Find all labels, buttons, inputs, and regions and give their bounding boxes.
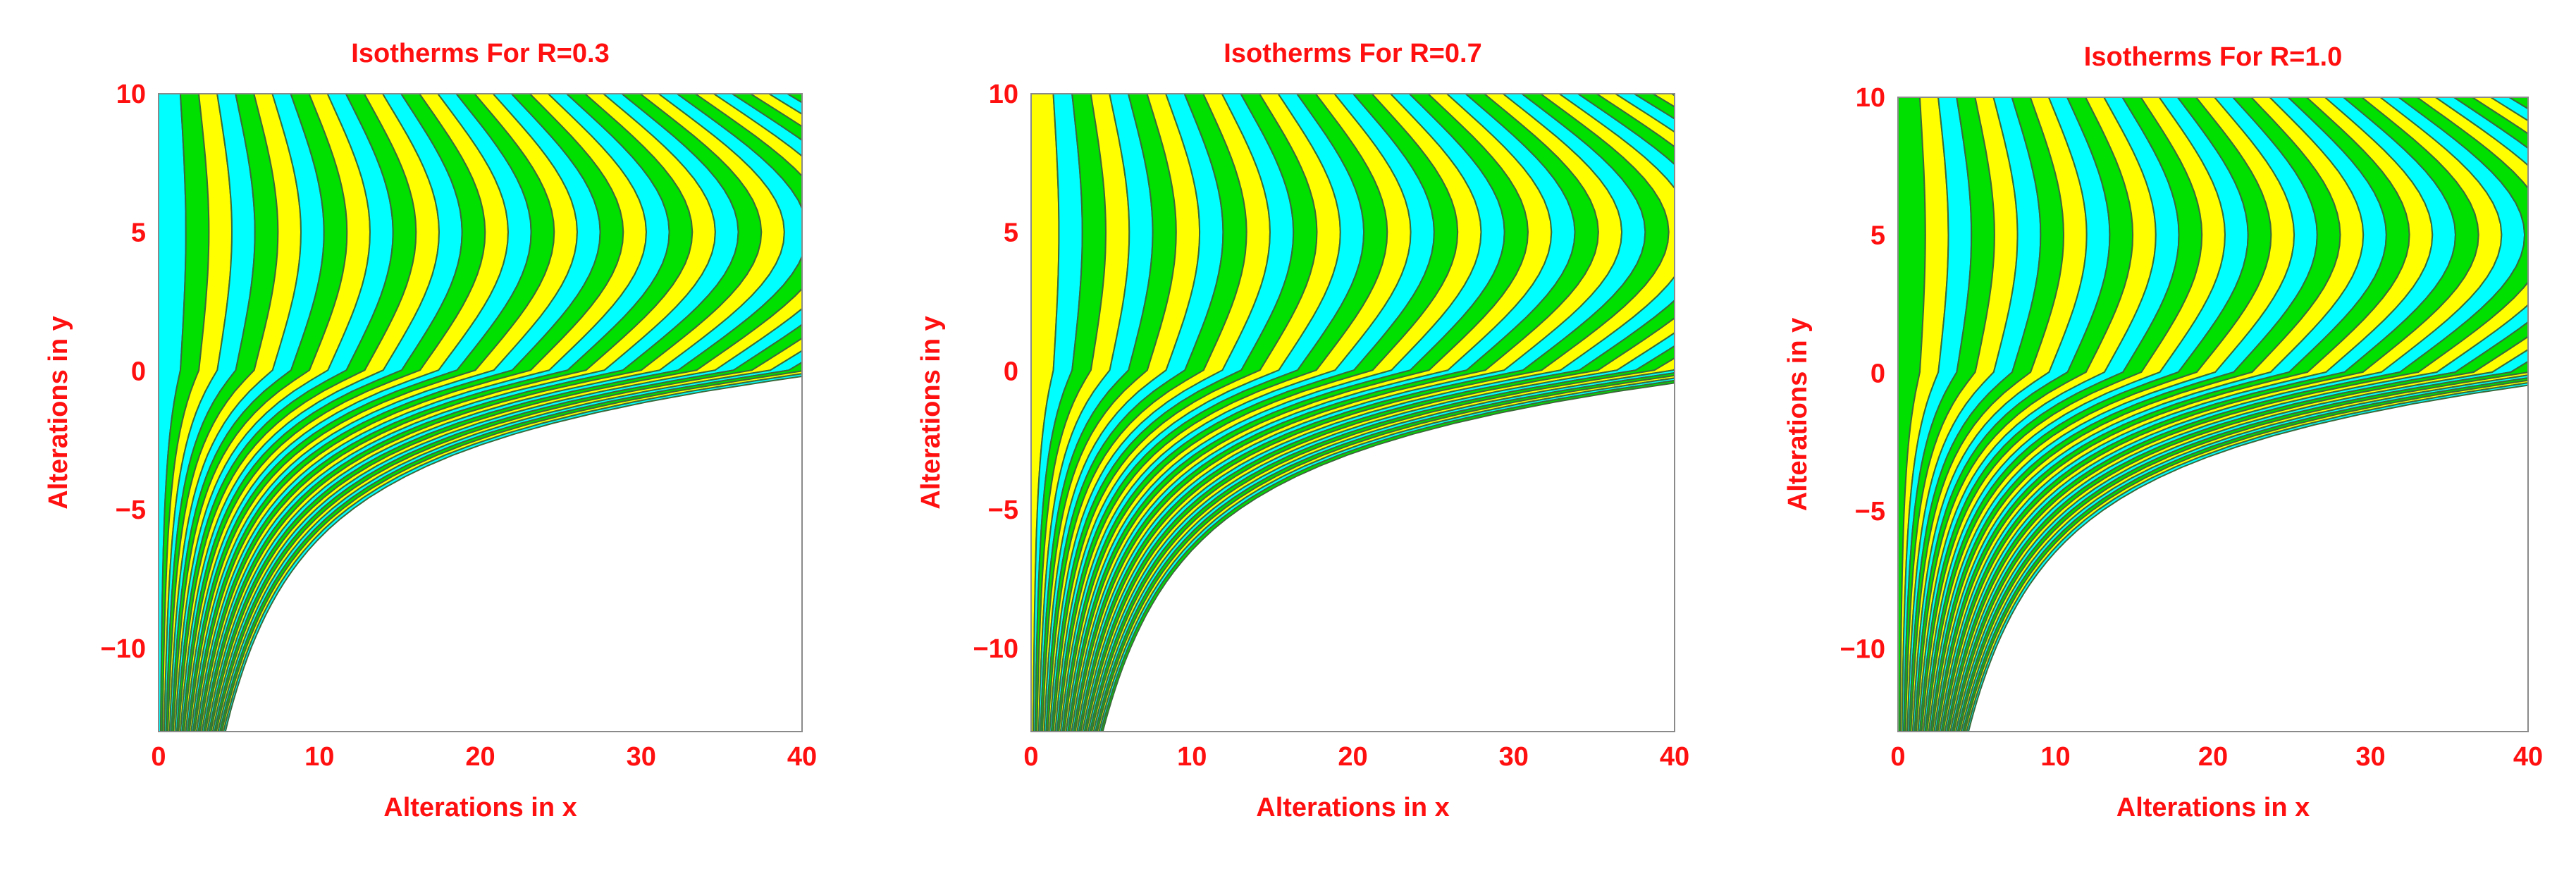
- contour-band: [1947, 97, 2528, 732]
- x-tick-label: 40: [1660, 742, 1689, 772]
- x-tick-label: 30: [2355, 742, 2385, 772]
- x-tick-label: 40: [787, 742, 817, 772]
- x-tick-label: 20: [2198, 742, 2228, 772]
- contour-band: [1083, 94, 1675, 732]
- y-axis-label: Alterations in y: [1783, 318, 1813, 512]
- x-tick-label: 10: [2040, 742, 2070, 772]
- y-axis-label: Alterations in y: [916, 316, 946, 510]
- x-tick-label: 30: [627, 742, 656, 772]
- y-tick-label: 5: [1871, 221, 1885, 251]
- y-tick-label: 0: [1871, 359, 1885, 388]
- x-tick-label: 20: [1338, 742, 1367, 772]
- contour-band: [1949, 97, 2528, 732]
- contour-band: [1082, 94, 1675, 732]
- x-axis-label: Alterations in x: [2116, 793, 2310, 822]
- x-tick-label: 30: [1499, 742, 1529, 772]
- y-tick-label: 0: [131, 357, 146, 386]
- y-tick-label: −5: [988, 495, 1018, 525]
- plot-frame: [158, 93, 803, 732]
- y-tick-label: 10: [1856, 83, 1885, 113]
- y-tick-label: 0: [1004, 357, 1018, 386]
- chart-title: Isotherms For R=0.3: [351, 39, 609, 68]
- y-tick-label: −10: [1840, 635, 1885, 665]
- contour-panel-1: 0 10 20 30 40 10 5 0 −5 −10 Isotherms For R=0.3 Alt…: [44, 39, 817, 822]
- x-tick-label: 10: [1177, 742, 1207, 772]
- y-tick-label: −5: [116, 495, 146, 525]
- plot-frame: [1897, 97, 2529, 732]
- x-tick-label: 40: [2513, 742, 2543, 772]
- y-tick-label: −10: [101, 634, 146, 664]
- x-tick-label: 0: [1890, 742, 1905, 772]
- x-axis-label: Alterations in x: [383, 793, 577, 822]
- contour-panel-2: 0 10 20 30 40 10 5 0 −5 −10 Isotherms For R=0.7 Alt…: [916, 39, 1689, 822]
- y-tick-label: 5: [131, 218, 146, 248]
- y-tick-label: 10: [116, 80, 146, 109]
- y-tick-label: −10: [973, 634, 1018, 664]
- y-tick-label: 5: [1004, 218, 1018, 248]
- y-tick-label: 10: [989, 80, 1018, 109]
- contour-band: [210, 94, 802, 732]
- plot-frame: [1030, 93, 1675, 732]
- x-tick-label: 0: [151, 742, 166, 772]
- chart-title: Isotherms For R=1.0: [2084, 42, 2342, 72]
- x-tick-label: 0: [1023, 742, 1038, 772]
- contour-panel-3: 0 10 20 30 40 10 5 0 −5 −10 Isotherms For R=1.0 Alt…: [1783, 42, 2543, 822]
- x-tick-label: 20: [465, 742, 495, 772]
- contour-band: [211, 94, 802, 732]
- x-axis-label: Alterations in x: [1256, 793, 1450, 822]
- x-tick-label: 10: [304, 742, 334, 772]
- chart-title: Isotherms For R=0.7: [1224, 39, 1481, 68]
- y-tick-label: −5: [1855, 497, 1885, 526]
- y-axis-label: Alterations in y: [44, 316, 73, 510]
